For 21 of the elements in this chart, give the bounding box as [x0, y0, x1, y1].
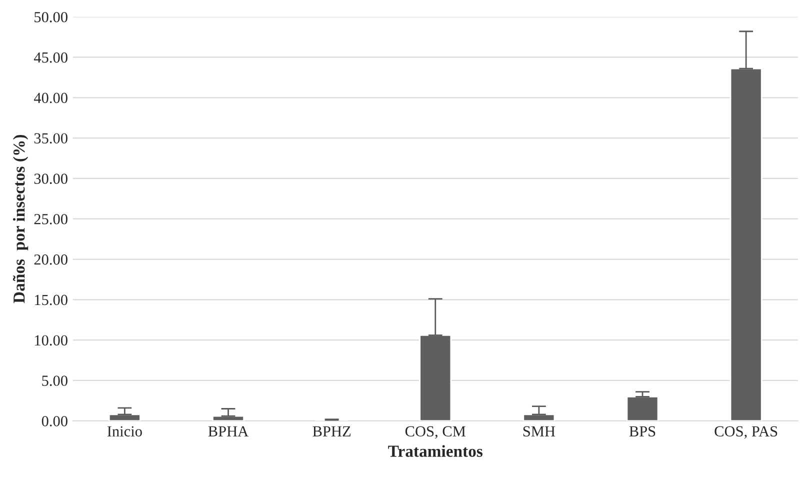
x-tick-label: BPHA [208, 426, 249, 436]
y-tick-label: 5.00 [42, 376, 68, 386]
x-tick-label: SMH [523, 426, 556, 436]
x-tick-label: BPHZ [312, 426, 350, 436]
bar [626, 396, 659, 421]
y-tick-label: 25.00 [34, 214, 68, 224]
x-tick-label: Inicio [107, 426, 142, 436]
y-tick-label: 40.00 [34, 92, 68, 104]
y-tick-label: 0.00 [42, 416, 68, 426]
x-axis-title: Tratamientos [388, 445, 482, 457]
y-tick-label: 45.00 [34, 52, 68, 63]
y-tick-label: 50.00 [34, 12, 68, 22]
y-tick-label: 30.00 [34, 174, 68, 184]
x-tick-label: COS, PAS [714, 426, 778, 439]
y-axis-title: Daños por insectos (%) [12, 135, 28, 304]
x-tick-label: BPS [629, 426, 656, 436]
x-tick-label: COS, CM [405, 426, 466, 439]
y-tick-label: 35.00 [34, 133, 68, 144]
y-tick-label: 15.00 [35, 294, 68, 306]
y-tick-label: 20.00 [34, 254, 68, 265]
y-tick-label: 10.00 [35, 335, 68, 346]
